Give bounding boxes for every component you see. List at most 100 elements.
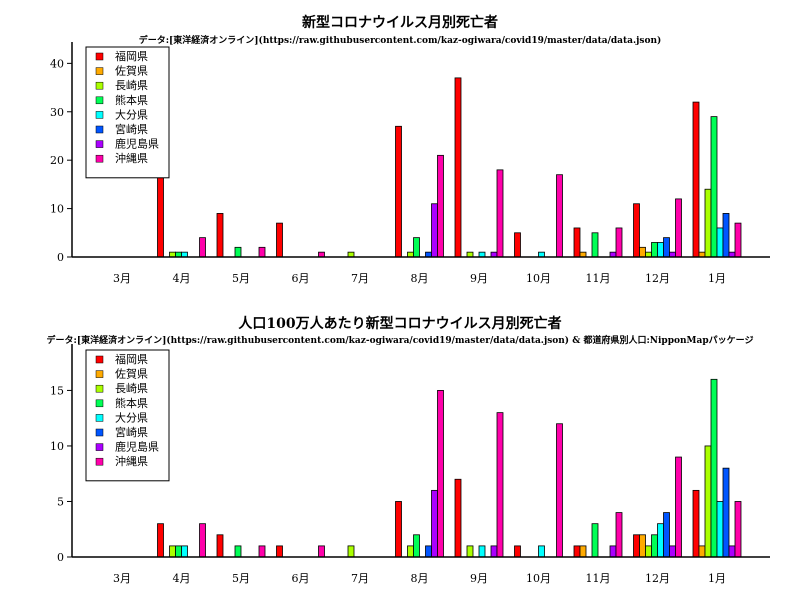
bar-c2-0-2 — [216, 534, 224, 558]
x-tick-label-2-6: 9月 — [470, 572, 488, 585]
x-tick-label-2-9: 12月 — [645, 572, 670, 585]
bar-c1-0-9 — [633, 203, 640, 258]
legend-swatch-1-2 — [95, 81, 104, 90]
legend-swatch-2-5 — [95, 428, 104, 437]
legend-label-1-6: 鹿児島県 — [115, 137, 159, 151]
bar-c2-3-5 — [413, 534, 420, 558]
legend-label-2-0: 福岡県 — [115, 352, 148, 366]
bar-c2-2-10 — [704, 445, 712, 558]
y-tick-label-1-2: 20 — [50, 154, 64, 167]
bar-c1-2-10 — [704, 188, 712, 258]
y-tick-label-1-0: 0 — [57, 251, 64, 264]
legend-label-2-5: 宮崎県 — [115, 425, 148, 439]
bar-c1-0-3 — [276, 222, 283, 258]
bar-c2-1-8 — [579, 545, 587, 558]
bar-c2-7-10 — [734, 501, 742, 558]
bar-c1-0-2 — [216, 213, 224, 258]
bar-c1-1-9 — [639, 246, 646, 258]
bar-c1-7-6 — [496, 169, 504, 258]
bar-c2-6-8 — [609, 545, 617, 558]
bar-c1-0-6 — [454, 77, 462, 258]
bar-c1-0-5 — [395, 125, 402, 258]
y-tick-label-1-1: 10 — [50, 203, 64, 216]
y-tick-label-2-2: 10 — [50, 440, 64, 453]
x-tick-label-1-0: 3月 — [113, 272, 131, 285]
bar-c2-0-9 — [633, 534, 640, 558]
bar-c2-1-10 — [698, 545, 706, 558]
x-tick-label-2-10: 1月 — [708, 572, 726, 585]
x-tick-label-2-7: 10月 — [526, 572, 551, 585]
chart1-plot: 0 10 20 30 40 3月 4月 5月 6月 7月 8月 9月 10月 11月 12月 1月 福岡県佐賀県… — [50, 42, 770, 285]
legend-label-1-4: 大分県 — [115, 107, 148, 121]
bar-c1-3-10 — [710, 116, 718, 258]
bar-c1-4-9 — [657, 242, 664, 258]
bar-c2-5-5 — [425, 545, 432, 558]
legend-label-1-1: 佐賀県 — [115, 64, 148, 78]
bar-c1-3-9 — [651, 242, 658, 258]
bar-c1-5-9 — [663, 237, 670, 258]
bar-c2-3-8 — [591, 523, 599, 558]
chart1-title: 新型コロナウイルス月別死亡者 — [302, 15, 498, 31]
bar-c1-6-5 — [431, 203, 438, 258]
bar-c1-7-1 — [199, 237, 206, 258]
legend-swatch-1-3 — [95, 96, 104, 105]
bar-c2-0-5 — [395, 501, 402, 558]
legend-swatch-2-7 — [95, 457, 104, 466]
y-tick-label-2-1: 5 — [57, 495, 64, 508]
legend-label-2-2: 長崎県 — [115, 381, 148, 395]
x-tick-label-1-2: 5月 — [232, 272, 250, 285]
x-tick-label-1-5: 8月 — [411, 272, 429, 285]
x-tick-label-1-4: 7月 — [351, 272, 369, 285]
bar-c2-0-6 — [454, 478, 462, 558]
bar-c1-7-5 — [437, 154, 444, 258]
x-tick-label-1-7: 10月 — [526, 272, 551, 285]
legend-swatch-2-2 — [95, 384, 104, 393]
legend-swatch-2-4 — [95, 414, 104, 422]
bar-c2-4-7 — [538, 545, 545, 558]
legend-label-1-5: 宮崎県 — [115, 122, 148, 136]
legend-swatch-1-7 — [95, 154, 104, 163]
y-tick-label-1-3: 30 — [50, 106, 64, 119]
legend-swatch-1-1 — [95, 67, 104, 75]
bar-c2-2-6 — [466, 545, 474, 558]
x-tick-label-1-9: 12月 — [645, 272, 670, 285]
legend-swatch-2-0 — [95, 355, 104, 364]
bar-c2-4-6 — [478, 545, 486, 558]
x-tick-label-1-8: 11月 — [586, 272, 611, 285]
chart1-subtitle: データ:[東洋経済オンライン](https://raw.githubuserco… — [138, 36, 662, 46]
bar-c2-2-4 — [347, 545, 355, 558]
legend-label-2-4: 大分県 — [115, 410, 148, 424]
y-tick-label-2-0: 0 — [57, 551, 64, 564]
bar-c1-0-10 — [692, 101, 700, 258]
bar-c2-4-9 — [657, 523, 664, 558]
bar-c2-7-8 — [615, 512, 623, 558]
bar-c1-7-2 — [258, 246, 266, 258]
legend-label-1-2: 長崎県 — [115, 78, 148, 92]
x-tick-label-2-8: 11月 — [586, 572, 611, 585]
x-tick-label-2-1: 4月 — [173, 572, 191, 585]
bar-c2-7-9 — [675, 456, 682, 558]
bar-c2-5-10 — [722, 467, 730, 558]
legend-label-1-7: 沖縄県 — [115, 151, 148, 165]
legend-swatch-2-3 — [95, 399, 104, 408]
bar-c1-3-8 — [591, 232, 599, 258]
bar-c2-6-10 — [728, 545, 736, 558]
bar-c2-0-3 — [276, 545, 283, 558]
x-tick-label-1-6: 9月 — [470, 272, 488, 285]
x-tick-label-2-3: 6月 — [292, 572, 310, 585]
bar-c2-0-10 — [692, 489, 700, 558]
bar-c1-0-1 — [157, 174, 164, 258]
x-tick-label-2-4: 7月 — [351, 572, 369, 585]
legend-swatch-1-0 — [95, 52, 104, 61]
legend-label-2-1: 佐賀県 — [115, 367, 148, 381]
y-tick-label-1-4: 40 — [50, 57, 64, 70]
bar-c2-5-9 — [663, 512, 670, 558]
legend-label-2-6: 鹿児島県 — [115, 440, 159, 454]
x-tick-label-2-5: 8月 — [411, 572, 429, 585]
legend-swatch-2-6 — [95, 443, 104, 451]
bar-c2-2-9 — [645, 545, 652, 558]
bar-c2-0-7 — [514, 545, 521, 558]
legend-swatch-2-1 — [95, 370, 104, 378]
bar-c2-2-1 — [169, 545, 176, 558]
bar-c1-7-7 — [556, 174, 563, 258]
